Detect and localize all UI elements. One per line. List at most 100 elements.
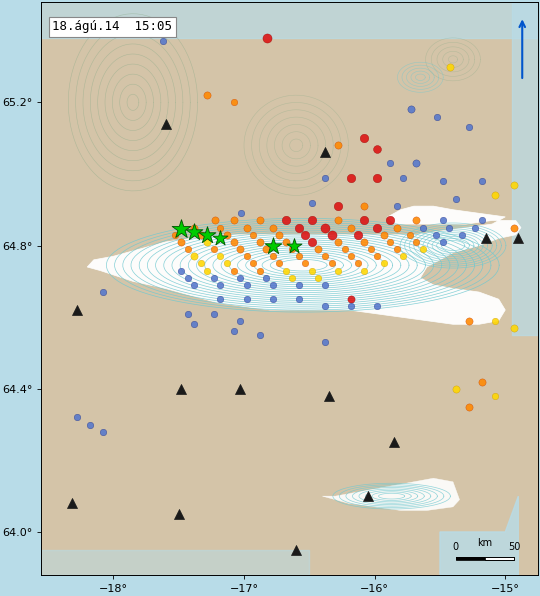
Point [490,316,499,325]
Point [229,266,238,275]
Point [510,323,519,333]
Point [490,191,499,200]
Point [85,420,94,429]
Point [159,37,167,46]
Point [184,244,192,254]
Text: km: km [477,538,492,548]
Point [268,223,277,232]
Point [184,273,192,283]
Point [216,280,225,290]
Point [364,491,373,501]
Point [327,259,336,268]
Point [393,244,401,254]
Point [262,244,271,254]
Point [399,252,408,261]
Point [255,216,264,225]
Point [222,259,231,268]
Polygon shape [42,2,538,575]
Point [360,266,368,275]
Point [418,223,427,232]
Point [281,237,290,247]
Point [360,237,368,247]
Point [314,273,323,283]
Point [464,123,473,132]
Point [229,237,238,247]
Point [438,176,447,186]
Point [386,216,395,225]
Point [294,252,303,261]
Point [197,230,205,240]
Point [242,294,251,304]
Point [390,437,399,447]
Point [190,227,199,237]
Point [471,223,480,232]
Point [294,280,303,290]
Point [477,216,486,225]
Point [99,427,107,436]
Point [412,159,421,168]
Point [255,330,264,340]
Text: 18.ágú.14  15:05: 18.ágú.14 15:05 [52,20,172,33]
Polygon shape [322,478,460,510]
Point [360,134,368,143]
Point [458,230,467,240]
Point [263,33,272,43]
Bar [456,557,515,560]
Point [510,180,519,190]
Point [393,201,401,211]
Point [203,91,212,100]
Point [321,337,329,347]
Point [275,259,284,268]
Point [347,294,355,304]
Point [321,280,329,290]
Point [433,112,442,122]
Point [177,384,186,393]
Point [412,237,421,247]
Point [464,316,473,325]
Point [321,148,329,157]
Point [236,273,245,283]
Point [275,230,284,240]
Point [373,302,382,311]
Point [161,119,170,129]
Point [481,234,490,243]
Point [229,327,238,336]
Point [380,230,388,240]
Point [380,259,388,268]
Point [211,216,220,225]
Point [431,230,440,240]
Point [210,244,218,254]
Point [249,259,258,268]
Point [292,545,301,555]
Point [334,201,342,211]
Point [386,159,395,168]
Point [334,266,342,275]
Point [210,273,218,283]
Point [308,198,316,207]
Point [418,244,427,254]
Point [190,319,199,329]
Point [373,173,382,182]
Point [366,244,375,254]
Polygon shape [440,496,518,575]
Point [321,302,329,311]
Point [268,280,277,290]
Point [347,173,355,182]
Point [203,230,212,240]
Point [216,252,225,261]
Point [197,259,205,268]
Point [236,244,245,254]
Point [237,209,246,218]
Point [446,62,455,72]
Point [289,241,298,251]
Point [255,237,264,247]
Point [373,252,382,261]
Point [353,259,362,268]
Point [203,266,212,275]
Point [216,233,225,243]
Point [373,223,382,232]
Point [242,252,251,261]
Point [177,225,186,234]
Polygon shape [87,206,521,324]
Text: 0: 0 [453,542,458,552]
